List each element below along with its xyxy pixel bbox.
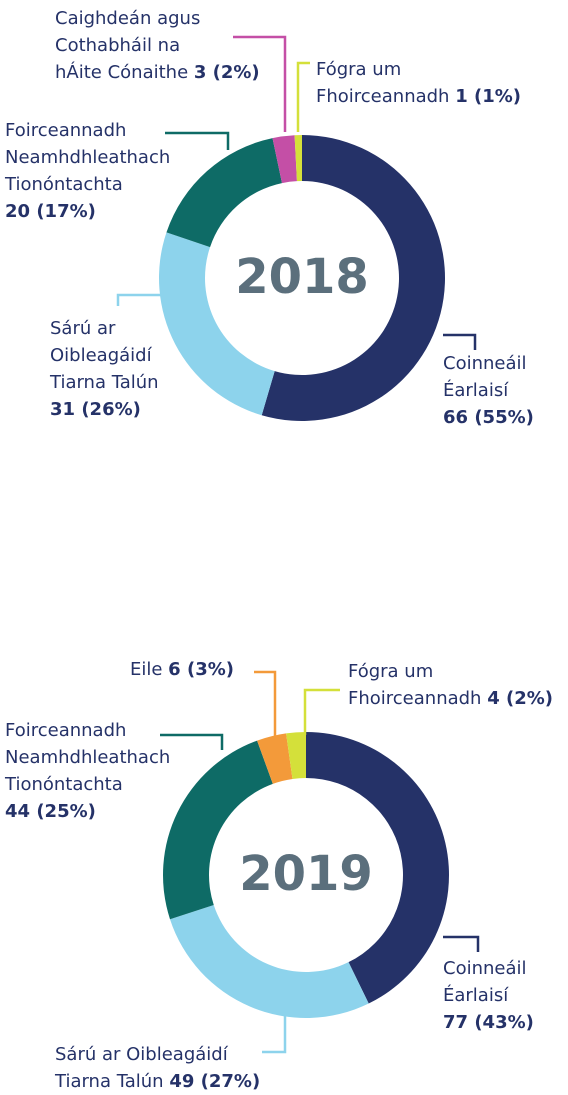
leader-line — [303, 688, 340, 735]
category-name: Coinneáil Éarlaisí — [443, 958, 527, 1006]
donut-segment — [294, 135, 302, 182]
donut-segment — [169, 904, 369, 1018]
donut-segment — [257, 733, 293, 784]
segment-label: Caighdeán agus Cothabháil na hÁite Cónai… — [55, 5, 260, 86]
value-label: 20 (17%) — [5, 201, 96, 222]
donut-segment — [286, 732, 306, 779]
donut-segment — [162, 740, 273, 920]
center-title: 2018 — [235, 249, 369, 305]
value-label: 31 (26%) — [50, 399, 141, 420]
donut-segment — [159, 232, 275, 416]
leader-line — [116, 293, 165, 306]
segment-label: Sárú ar Oibleagáidí Tiarna Talún 31 (26%… — [50, 315, 159, 423]
category-name: Coinneáil Éarlaisí — [443, 353, 527, 401]
segment-label: Foirceannadh Neamhdhleathach Tionóntacht… — [5, 117, 170, 225]
leader-line — [254, 670, 277, 740]
category-name: Fógra um Fhoirceannadh — [348, 661, 482, 709]
donut-segment — [261, 135, 446, 421]
value-label: 1 (1%) — [455, 86, 521, 107]
value-label: 4 (2%) — [487, 688, 553, 709]
category-name: Foirceannadh Neamhdhleathach Tionóntacht… — [5, 720, 171, 795]
value-label: 49 (27%) — [169, 1071, 261, 1092]
leader-line — [443, 333, 477, 350]
value-label: 3 (2%) — [193, 62, 260, 83]
segment-label: Fógra um Fhoirceannadh 4 (2%) — [348, 658, 553, 712]
donut-segment — [272, 135, 297, 184]
donut-segment — [166, 138, 282, 248]
leader-line — [296, 61, 310, 132]
category-name: Fógra um Fhoirceannadh — [316, 59, 450, 107]
value-label: 66 (55%) — [443, 407, 534, 428]
segment-label: Sárú ar Oibleagáidí Tiarna Talún 49 (27%… — [55, 1041, 260, 1095]
value-label: 77 (43%) — [443, 1012, 534, 1033]
category-name: Sárú ar Oibleagáidí Tiarna Talún — [55, 1044, 228, 1092]
category-name: Caighdeán agus Cothabháil na hÁite Cónai… — [55, 8, 201, 83]
category-name: Eile — [130, 659, 169, 680]
segment-label: Eile 6 (3%) — [130, 656, 234, 683]
center-title: 2019 — [239, 846, 373, 902]
leader-line — [165, 131, 230, 150]
leader-line — [160, 733, 224, 750]
segment-label: Foirceannadh Neamhdhleathach Tionóntacht… — [5, 717, 170, 825]
segment-label: Fógra um Fhoirceannadh 1 (1%) — [316, 56, 521, 110]
category-name: Sárú ar Oibleagáidí Tiarna Talún — [50, 318, 159, 393]
donut-segment — [306, 732, 449, 1004]
donut — [162, 732, 449, 1018]
leader-line — [233, 35, 287, 132]
value-label: 6 (3%) — [168, 659, 234, 680]
category-name: Foirceannadh Neamhdhleathach Tionóntacht… — [5, 120, 171, 195]
donut — [159, 135, 446, 421]
value-label: 44 (25%) — [5, 801, 96, 822]
leader-line — [443, 935, 480, 952]
segment-label: Coinneáil Éarlaisí 66 (55%) — [443, 350, 534, 431]
leader-line — [262, 1015, 287, 1054]
segment-label: Coinneáil Éarlaisí 77 (43%) — [443, 955, 534, 1036]
